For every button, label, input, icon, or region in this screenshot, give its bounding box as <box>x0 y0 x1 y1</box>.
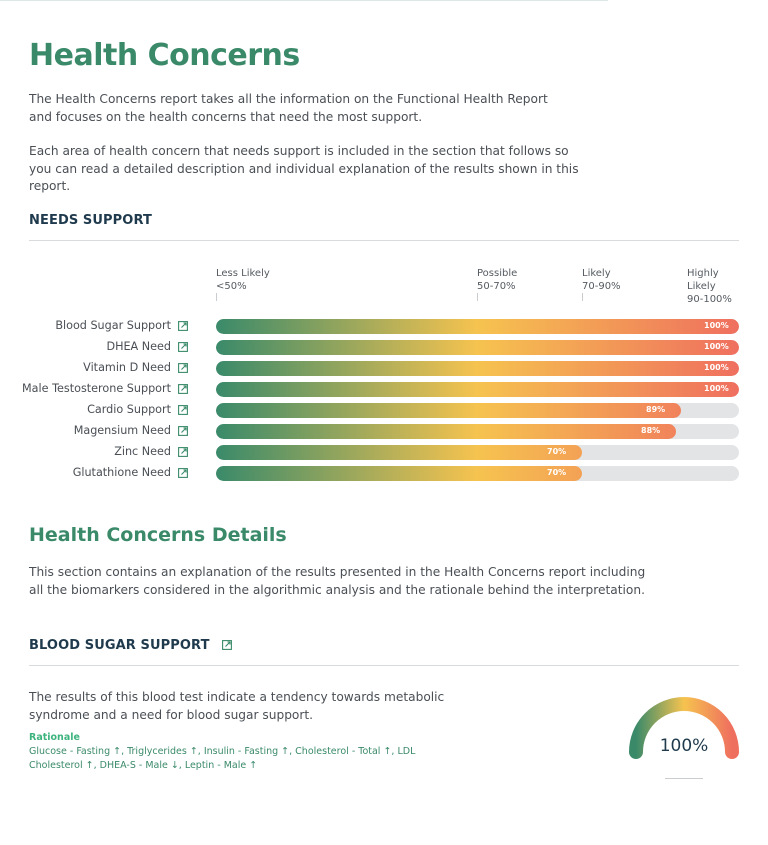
scale-possible: Possible 50-70% <box>477 268 518 292</box>
concern-bar-track: 100% <box>216 319 739 334</box>
scale-less-likely: Less Likely <50% <box>216 268 270 292</box>
concern-bar-track: 88% <box>216 424 739 439</box>
concern-label-vitamin-d-need: Vitamin D Need <box>83 361 171 374</box>
concern-bar-track: 89% <box>216 403 739 418</box>
gauge-value: 100% <box>659 736 709 756</box>
gauge-chart <box>629 697 739 759</box>
blood-sugar-heading[interactable]: BLOOD SUGAR SUPPORT <box>29 638 233 653</box>
gauge-divider <box>665 778 703 779</box>
concern-bar-fill <box>216 382 739 397</box>
intro-paragraph-1: The Health Concerns report takes all the… <box>29 92 548 124</box>
concern-bar-value: 100% <box>704 320 729 330</box>
concern-bar-fill <box>216 340 739 355</box>
external-link-icon[interactable] <box>178 468 188 478</box>
external-link-icon[interactable] <box>178 384 188 394</box>
concern-bar-value: 89% <box>646 404 666 414</box>
concern-label-dhea-need: DHEA Need <box>106 340 171 353</box>
concern-label-blood-sugar-support: Blood Sugar Support <box>55 319 171 332</box>
concern-bar-fill <box>216 445 582 460</box>
concern-bar-track: 100% <box>216 340 739 355</box>
details-heading: Health Concerns Details <box>29 524 287 546</box>
page-title: Health Concerns <box>29 38 300 73</box>
concern-bar-track: 100% <box>216 361 739 376</box>
scale-likely: Likely 70-90% <box>582 268 621 292</box>
concern-bar-value: 70% <box>547 467 567 477</box>
external-link-icon[interactable] <box>222 640 233 650</box>
scale-tick <box>216 293 217 301</box>
concern-bar-fill <box>216 361 739 376</box>
rationale-text: Glucose - Fasting ↑, Triglycerides ↑, In… <box>29 746 416 771</box>
concern-bar-value: 70% <box>547 446 567 456</box>
concern-bar-fill <box>216 403 681 418</box>
scale-tick <box>582 293 583 301</box>
external-link-icon[interactable] <box>178 405 188 415</box>
scale-highly-likely: Highly Likely 90-100% <box>687 268 732 305</box>
concern-bar-fill <box>216 466 582 481</box>
scale-tick <box>477 293 478 301</box>
concern-bar-value: 100% <box>704 341 729 351</box>
concern-label-magensium-need: Magensium Need <box>73 424 171 437</box>
external-link-icon[interactable] <box>178 426 188 436</box>
concern-bar-fill <box>216 319 739 334</box>
concern-label-zinc-need: Zinc Need <box>114 445 171 458</box>
concern-label-male-testosterone-support: Male Testosterone Support <box>22 382 171 395</box>
section-divider <box>29 240 739 241</box>
gauge-arc <box>629 697 739 759</box>
concern-bar-value: 100% <box>704 383 729 393</box>
concern-bar-value: 88% <box>641 425 661 435</box>
needs-support-heading: NEEDS SUPPORT <box>29 213 152 228</box>
rationale-heading: Rationale <box>29 732 80 743</box>
external-link-icon[interactable] <box>178 342 188 352</box>
concern-bar-fill <box>216 424 676 439</box>
section-divider <box>29 665 739 666</box>
concern-label-cardio-support: Cardio Support <box>87 403 171 416</box>
intro-paragraph-2: Each area of health concern that needs s… <box>29 144 579 193</box>
blood-sugar-heading-label: BLOOD SUGAR SUPPORT <box>29 638 210 653</box>
concern-bar-track: 70% <box>216 466 739 481</box>
concern-bar-track: 70% <box>216 445 739 460</box>
external-link-icon[interactable] <box>178 363 188 373</box>
concern-bar-value: 100% <box>704 362 729 372</box>
top-divider <box>0 0 608 1</box>
blood-sugar-paragraph: The results of this blood test indicate … <box>29 690 445 722</box>
concern-label-glutathione-need: Glutathione Need <box>72 466 171 479</box>
details-paragraph: This section contains an explanation of … <box>29 565 646 597</box>
external-link-icon[interactable] <box>178 447 188 457</box>
external-link-icon[interactable] <box>178 321 188 331</box>
concern-bar-track: 100% <box>216 382 739 397</box>
